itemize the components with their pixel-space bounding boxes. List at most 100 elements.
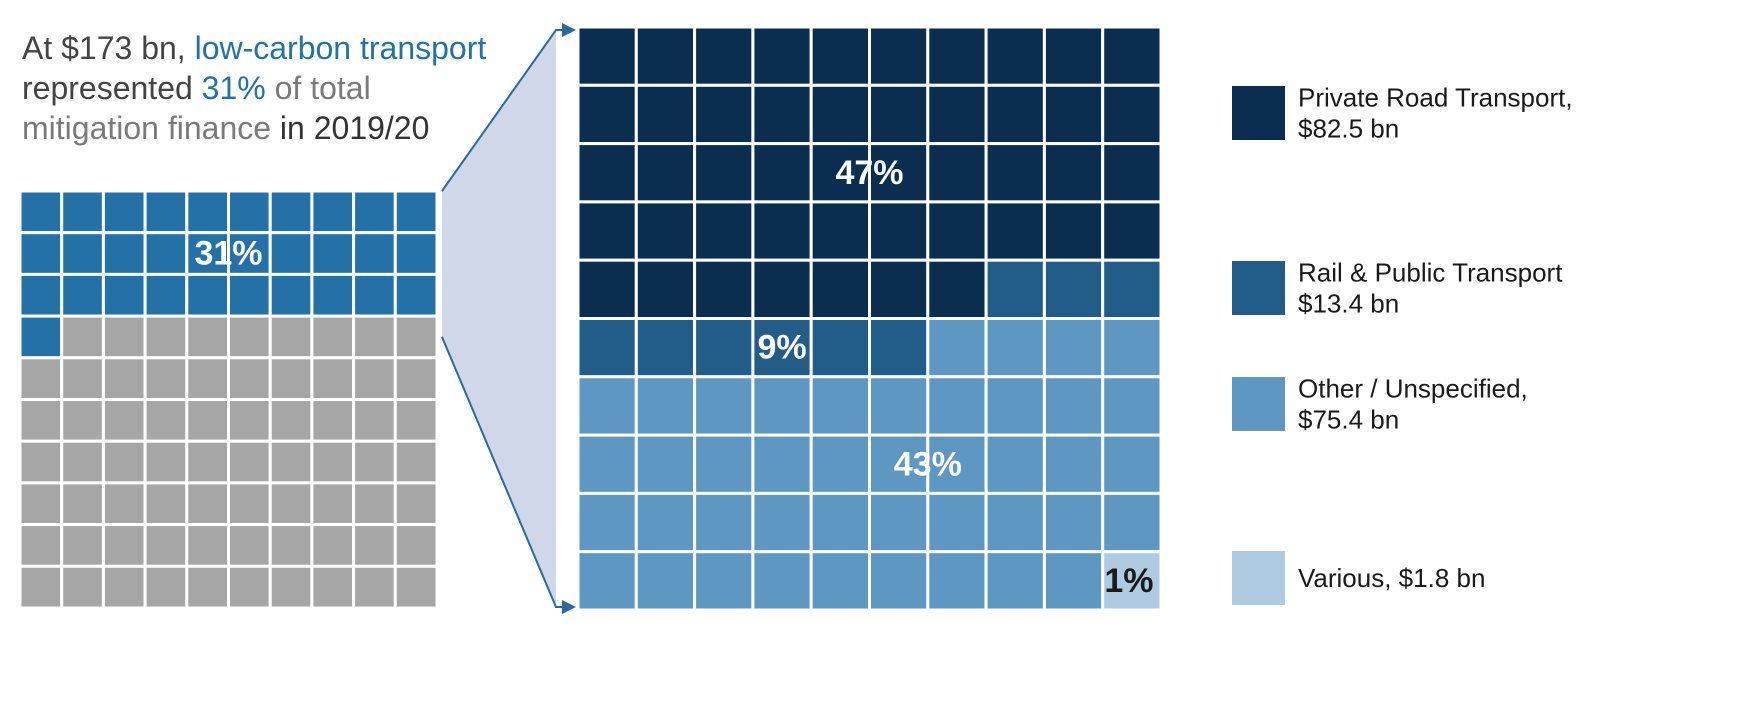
overall-cell-2 <box>310 439 356 485</box>
overall-cell-2 <box>227 481 272 527</box>
transport-cell-3 <box>751 550 813 612</box>
transport-cell-1 <box>576 83 638 146</box>
legend: Private Road Transport,$82.5 bn Rail & Pu… <box>1232 83 1573 605</box>
legend-label-1-line-1: Private Road Transport, <box>1298 83 1573 113</box>
transport-cell-3 <box>634 491 697 554</box>
transport-cell-1 <box>926 200 988 262</box>
transport-cell-3 <box>809 433 872 495</box>
transport-label-4: 1% <box>1104 562 1153 600</box>
transport-cell-1 <box>1042 142 1105 204</box>
overall-cell-2 <box>60 439 105 485</box>
transport-cell-1 <box>634 25 697 87</box>
overall-cell-2 <box>185 356 231 401</box>
transport-cell-2 <box>1101 258 1163 321</box>
legend-label-3-line-2: $75.4 bn <box>1298 405 1399 435</box>
overall-cell-2 <box>101 564 147 610</box>
zoom-fill <box>442 30 556 607</box>
overall-cell-1 <box>18 314 64 360</box>
transport-cell-1 <box>751 83 813 146</box>
overall-label-1: 31% <box>194 235 262 273</box>
overall-cell-1 <box>185 189 231 235</box>
overall-cell-2 <box>60 398 105 443</box>
transport-cell-3 <box>868 433 930 495</box>
overall-cell-1 <box>143 189 189 235</box>
overall-cell-2 <box>185 398 231 443</box>
transport-cell-1 <box>1042 83 1105 146</box>
transport-cell-2 <box>693 317 755 379</box>
overall-cell-2 <box>18 356 64 401</box>
overall-cell-2 <box>18 481 64 527</box>
chart-headline: At $173 bn, low-carbon transport represe… <box>22 28 492 148</box>
overall-cell-2 <box>393 398 439 443</box>
arrow-head-bottom-icon <box>562 600 576 614</box>
transport-cell-3 <box>809 491 872 554</box>
transport-cell-3 <box>868 375 930 437</box>
transport-cell-1 <box>693 83 755 146</box>
transport-cell-3 <box>809 375 872 437</box>
overall-waffle-labels: 31% <box>194 235 262 273</box>
transport-cell-3 <box>926 550 988 612</box>
transport-cell-1 <box>693 200 755 262</box>
legend-label-4-line-1: Various, $1.8 bn <box>1298 563 1485 593</box>
overall-cell-2 <box>227 314 272 360</box>
transport-cell-1 <box>926 83 988 146</box>
headline-low-carbon: low-carbon transport <box>194 30 487 66</box>
transport-cell-1 <box>634 142 697 204</box>
transport-label-2: 9% <box>757 329 806 367</box>
overall-cell-2 <box>352 356 397 401</box>
overall-cell-2 <box>227 398 272 443</box>
transport-cell-3 <box>809 550 872 612</box>
overall-cell-1 <box>227 189 272 235</box>
overall-cell-1 <box>352 231 397 276</box>
transport-cell-1 <box>1042 25 1105 87</box>
overall-cell-2 <box>268 398 314 443</box>
transport-cell-1 <box>693 142 755 204</box>
transport-cell-1 <box>926 25 988 87</box>
legend-swatch-3 <box>1232 377 1285 431</box>
transport-cell-3 <box>634 550 697 612</box>
overall-cell-1 <box>60 189 105 235</box>
transport-cell-3 <box>926 491 988 554</box>
overall-cell-2 <box>18 398 64 443</box>
transport-cell-1 <box>693 25 755 87</box>
overall-cell-2 <box>227 439 272 485</box>
transport-cell-1 <box>809 258 872 321</box>
overall-cell-2 <box>60 481 105 527</box>
transport-cell-3 <box>576 433 638 495</box>
transport-cell-2 <box>1042 258 1105 321</box>
overall-cell-1 <box>185 272 231 318</box>
overall-cell-1 <box>393 231 439 276</box>
headline-represented: represented <box>22 70 202 106</box>
overall-cell-1 <box>393 189 439 235</box>
transport-cell-1 <box>926 142 988 204</box>
overall-cell-1 <box>268 231 314 276</box>
legend-swatch-2 <box>1232 261 1285 315</box>
legend-label-3-line-1: Other / Unspecified, <box>1298 374 1528 404</box>
overall-cell-2 <box>143 314 189 360</box>
overall-cell-1 <box>352 272 397 318</box>
transport-cell-3 <box>984 433 1046 495</box>
transport-cell-1 <box>809 83 872 146</box>
transport-cell-1 <box>868 200 930 262</box>
transport-cell-1 <box>634 83 697 146</box>
overall-cell-2 <box>18 564 64 610</box>
transport-cell-3 <box>693 433 755 495</box>
transport-cell-1 <box>576 200 638 262</box>
transport-cell-3 <box>693 491 755 554</box>
overall-cell-2 <box>268 314 314 360</box>
overall-cell-1 <box>101 231 147 276</box>
overall-cell-1 <box>393 272 439 318</box>
overall-cell-1 <box>101 189 147 235</box>
transport-cell-3 <box>1101 433 1163 495</box>
transport-cell-1 <box>926 258 988 321</box>
overall-cell-2 <box>268 564 314 610</box>
overall-cell-2 <box>352 398 397 443</box>
overall-cell-2 <box>310 564 356 610</box>
overall-cell-1 <box>310 189 356 235</box>
overall-cell-2 <box>143 481 189 527</box>
transport-cell-1 <box>693 258 755 321</box>
transport-cell-3 <box>751 491 813 554</box>
transport-cell-3 <box>751 433 813 495</box>
transport-cell-3 <box>1042 491 1105 554</box>
transport-cell-1 <box>984 200 1046 262</box>
